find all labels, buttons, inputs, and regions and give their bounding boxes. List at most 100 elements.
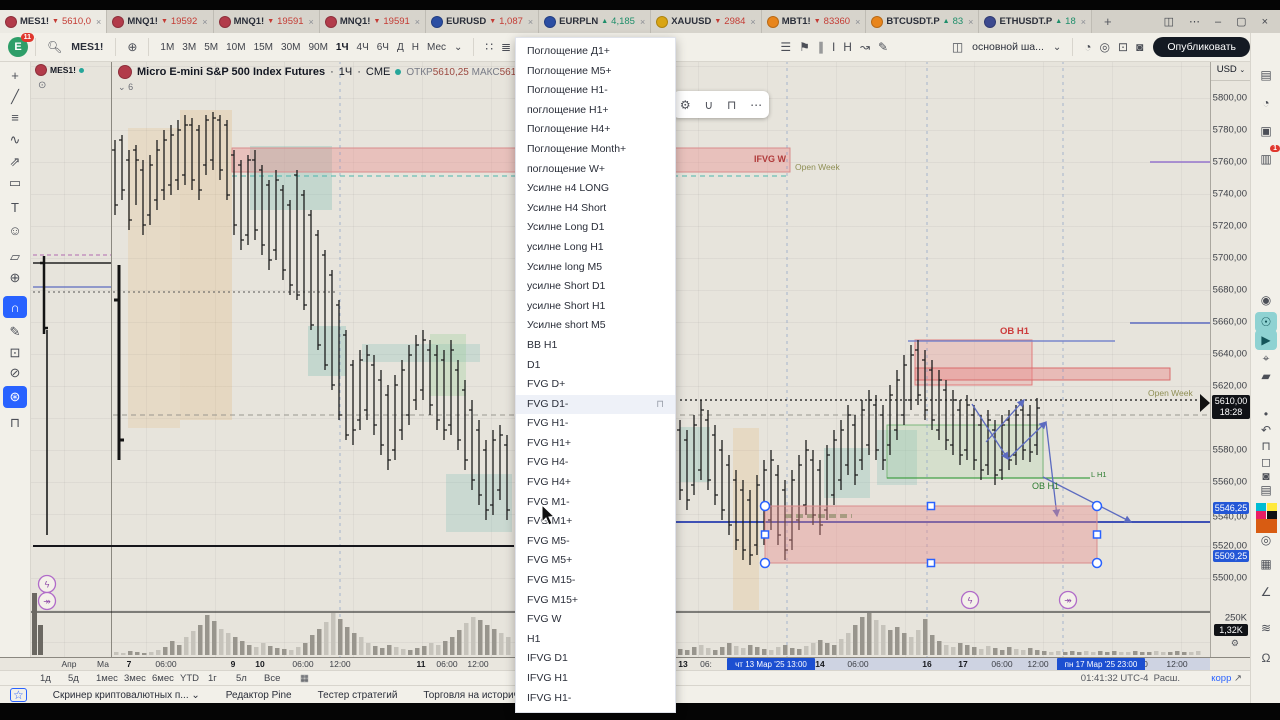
tab-close-icon[interactable]: × bbox=[750, 16, 756, 27]
tab-close-icon[interactable]: × bbox=[855, 16, 861, 27]
delete-icon[interactable]: ⊓ bbox=[726, 97, 737, 112]
range-5л[interactable]: 5л bbox=[236, 673, 247, 684]
curve-arrow-icon[interactable]: ↝ bbox=[859, 40, 871, 54]
minimize-icon[interactable]: – bbox=[1215, 15, 1222, 28]
ruler-icon[interactable]: ▱ bbox=[10, 249, 20, 264]
timeframe-15M[interactable]: 15M bbox=[253, 42, 274, 53]
tab-close-icon[interactable]: × bbox=[1080, 16, 1087, 27]
chat-icon[interactable]: ▥ 1 bbox=[1255, 145, 1280, 169]
dropdown-item[interactable]: поглощение H1+ bbox=[516, 101, 675, 121]
layout-chevron[interactable]: ⌄ bbox=[1052, 41, 1062, 53]
dropdown-item[interactable]: FVG M5+ bbox=[516, 551, 675, 571]
alert-clock-icon[interactable]: ◔ bbox=[1084, 40, 1092, 54]
timeframe-3M[interactable]: 3M bbox=[182, 42, 197, 53]
goto-icon[interactable]: ◎ bbox=[1099, 40, 1111, 54]
xabcd-pattern-icon[interactable]: ∿ bbox=[9, 132, 21, 147]
range-YTD[interactable]: YTD bbox=[180, 673, 199, 684]
favorites-star-icon[interactable]: ☆ bbox=[10, 688, 27, 702]
rectangle-icon[interactable]: ▭ bbox=[8, 175, 22, 190]
emoji-icon[interactable]: ☺ bbox=[8, 222, 22, 238]
flag-mark-icon[interactable]: ⚑ bbox=[799, 40, 810, 54]
dropdown-item[interactable]: Усилне н4 LONG bbox=[516, 179, 675, 199]
dropdown-item[interactable]: усилне Short D1 bbox=[516, 277, 675, 297]
symbol-tab[interactable]: EURPLN ▲ 4,185 × bbox=[539, 10, 652, 33]
settings-icon[interactable]: ⚙ bbox=[679, 97, 691, 112]
dropdown-item[interactable]: FVG D+ bbox=[516, 375, 675, 395]
range-5д[interactable]: 5д bbox=[68, 673, 79, 684]
range-1мес[interactable]: 1мес bbox=[96, 673, 118, 684]
goto-date-icon[interactable]: ▦ bbox=[300, 673, 309, 684]
indicator-template-icon[interactable]: ≣ bbox=[501, 40, 512, 54]
dropdown-item[interactable]: H1 bbox=[516, 630, 675, 650]
dropdown-item[interactable]: IFVG H1 bbox=[516, 669, 675, 689]
parallel-channel-icon[interactable]: ∥ bbox=[817, 40, 824, 54]
timeframe-10M[interactable]: 10M bbox=[226, 42, 246, 53]
dropdown-item[interactable]: усилне Long H1 bbox=[516, 238, 675, 258]
expand-icon[interactable]: ↗ bbox=[1234, 673, 1242, 684]
color-palette[interactable] bbox=[1256, 503, 1277, 533]
dropdown-item[interactable]: FVG W bbox=[516, 610, 675, 630]
restore-icon[interactable]: ▢ bbox=[1236, 16, 1247, 28]
dropdown-item[interactable]: Усилне H4 Short bbox=[516, 199, 675, 219]
more-icon[interactable]: ⋯ bbox=[750, 97, 763, 112]
bottom-tab[interactable]: Тестер стратегий bbox=[317, 689, 398, 701]
avatar[interactable]: E 11 bbox=[8, 33, 34, 57]
range-3мес[interactable]: 3мес bbox=[124, 673, 146, 684]
dropdown-item[interactable]: FVG H1+ bbox=[516, 434, 675, 454]
timeframe-1Ч[interactable]: 1Ч bbox=[335, 42, 349, 53]
timeframe-Д[interactable]: Д bbox=[396, 42, 404, 53]
clipboard-icon[interactable]: ▤ bbox=[1260, 483, 1272, 497]
text-tool-icon[interactable]: I bbox=[831, 40, 836, 54]
eye-icon[interactable]: ☉ bbox=[1255, 312, 1277, 332]
crosshair-icon[interactable]: + bbox=[11, 67, 19, 83]
symbol-search[interactable]: MES1! bbox=[71, 41, 104, 53]
layout-select[interactable]: основной ша... bbox=[972, 41, 1044, 53]
tab-close-icon[interactable]: × bbox=[96, 16, 102, 27]
clock[interactable]: 01:41:32 UTC-4 bbox=[1080, 673, 1149, 684]
timeframe-90M[interactable]: 90M bbox=[308, 42, 328, 53]
dropdown-item[interactable]: Поглощение H4+ bbox=[516, 120, 675, 140]
dropdown-item[interactable]: усилне Short H1 bbox=[516, 297, 675, 317]
dropdown-item[interactable]: BB H1 bbox=[516, 336, 675, 356]
timeframe-6Ч[interactable]: 6Ч bbox=[376, 42, 389, 53]
adjust-label[interactable]: Расш. bbox=[1153, 673, 1180, 684]
pattern-tool-icon[interactable]: H bbox=[843, 40, 852, 54]
publish-button[interactable]: Опубликовать bbox=[1153, 37, 1250, 57]
ray-lines-icon[interactable]: ☰ bbox=[780, 40, 792, 54]
close-icon[interactable]: × bbox=[1261, 15, 1268, 28]
dropdown-item[interactable]: FVG H4- bbox=[516, 453, 675, 473]
drawing-mode-icon[interactable]: ✎ bbox=[9, 324, 21, 339]
symbol-tab[interactable]: XAUUSD ▼ 2984 × bbox=[651, 10, 762, 33]
tab-close-icon[interactable]: × bbox=[308, 16, 314, 27]
symbol-tab[interactable]: MNQ1! ▼ 19591 × bbox=[319, 10, 427, 33]
dot-icon[interactable]: • bbox=[1263, 407, 1269, 421]
fib-retracement-icon[interactable]: ≡ bbox=[11, 109, 19, 125]
dropdown-item[interactable]: Усилне Long D1 bbox=[516, 218, 675, 238]
corr-toggle[interactable]: корр bbox=[1211, 673, 1232, 684]
tab-close-icon[interactable]: × bbox=[202, 16, 208, 27]
price-axis[interactable]: USD ⌄ 5800,00 5780,00 5760,00 5740,00 5720,0… bbox=[1210, 61, 1251, 657]
dropdown-item[interactable]: Усилне short M5 bbox=[516, 316, 675, 336]
dropdown-item[interactable]: Поглощение M5+ bbox=[516, 62, 675, 82]
remove-all-icon[interactable]: ⊓ bbox=[9, 415, 21, 430]
legend-title[interactable]: Micro E-mini S&P 500 Index Futures bbox=[137, 66, 326, 78]
volume-settings-gear-icon[interactable]: ⚙ bbox=[1230, 638, 1239, 648]
undo-icon[interactable]: ↶ bbox=[1260, 423, 1272, 437]
bell-icon[interactable]: Ω bbox=[1261, 651, 1271, 665]
timeframe-Н[interactable]: Н bbox=[411, 42, 419, 53]
eraser-icon[interactable]: ▰ bbox=[1261, 369, 1271, 383]
unlock-icon[interactable]: ∪ bbox=[704, 97, 714, 112]
more-icon[interactable]: ⋯ bbox=[1189, 16, 1201, 28]
angle-icon[interactable]: ∠ bbox=[1260, 585, 1272, 599]
long-position-icon[interactable]: ⇗ bbox=[9, 154, 21, 169]
magnet-icon[interactable]: ∩ bbox=[3, 296, 27, 318]
dropdown-item[interactable]: FVG H1- bbox=[516, 414, 675, 434]
tab-close-icon[interactable]: × bbox=[414, 16, 421, 27]
range-6мес[interactable]: 6мес bbox=[152, 673, 174, 684]
range-1г[interactable]: 1г bbox=[208, 673, 217, 684]
symbol-tab[interactable]: MES1! ▼ 5610,0 × bbox=[0, 10, 108, 33]
dropdown-item[interactable]: FVG M15- bbox=[516, 571, 675, 591]
tab-close-icon[interactable]: × bbox=[639, 16, 646, 27]
legend-collapse[interactable]: ⌄ 6 bbox=[118, 82, 134, 92]
dropdown-item[interactable]: IFVG H1- bbox=[516, 689, 675, 709]
